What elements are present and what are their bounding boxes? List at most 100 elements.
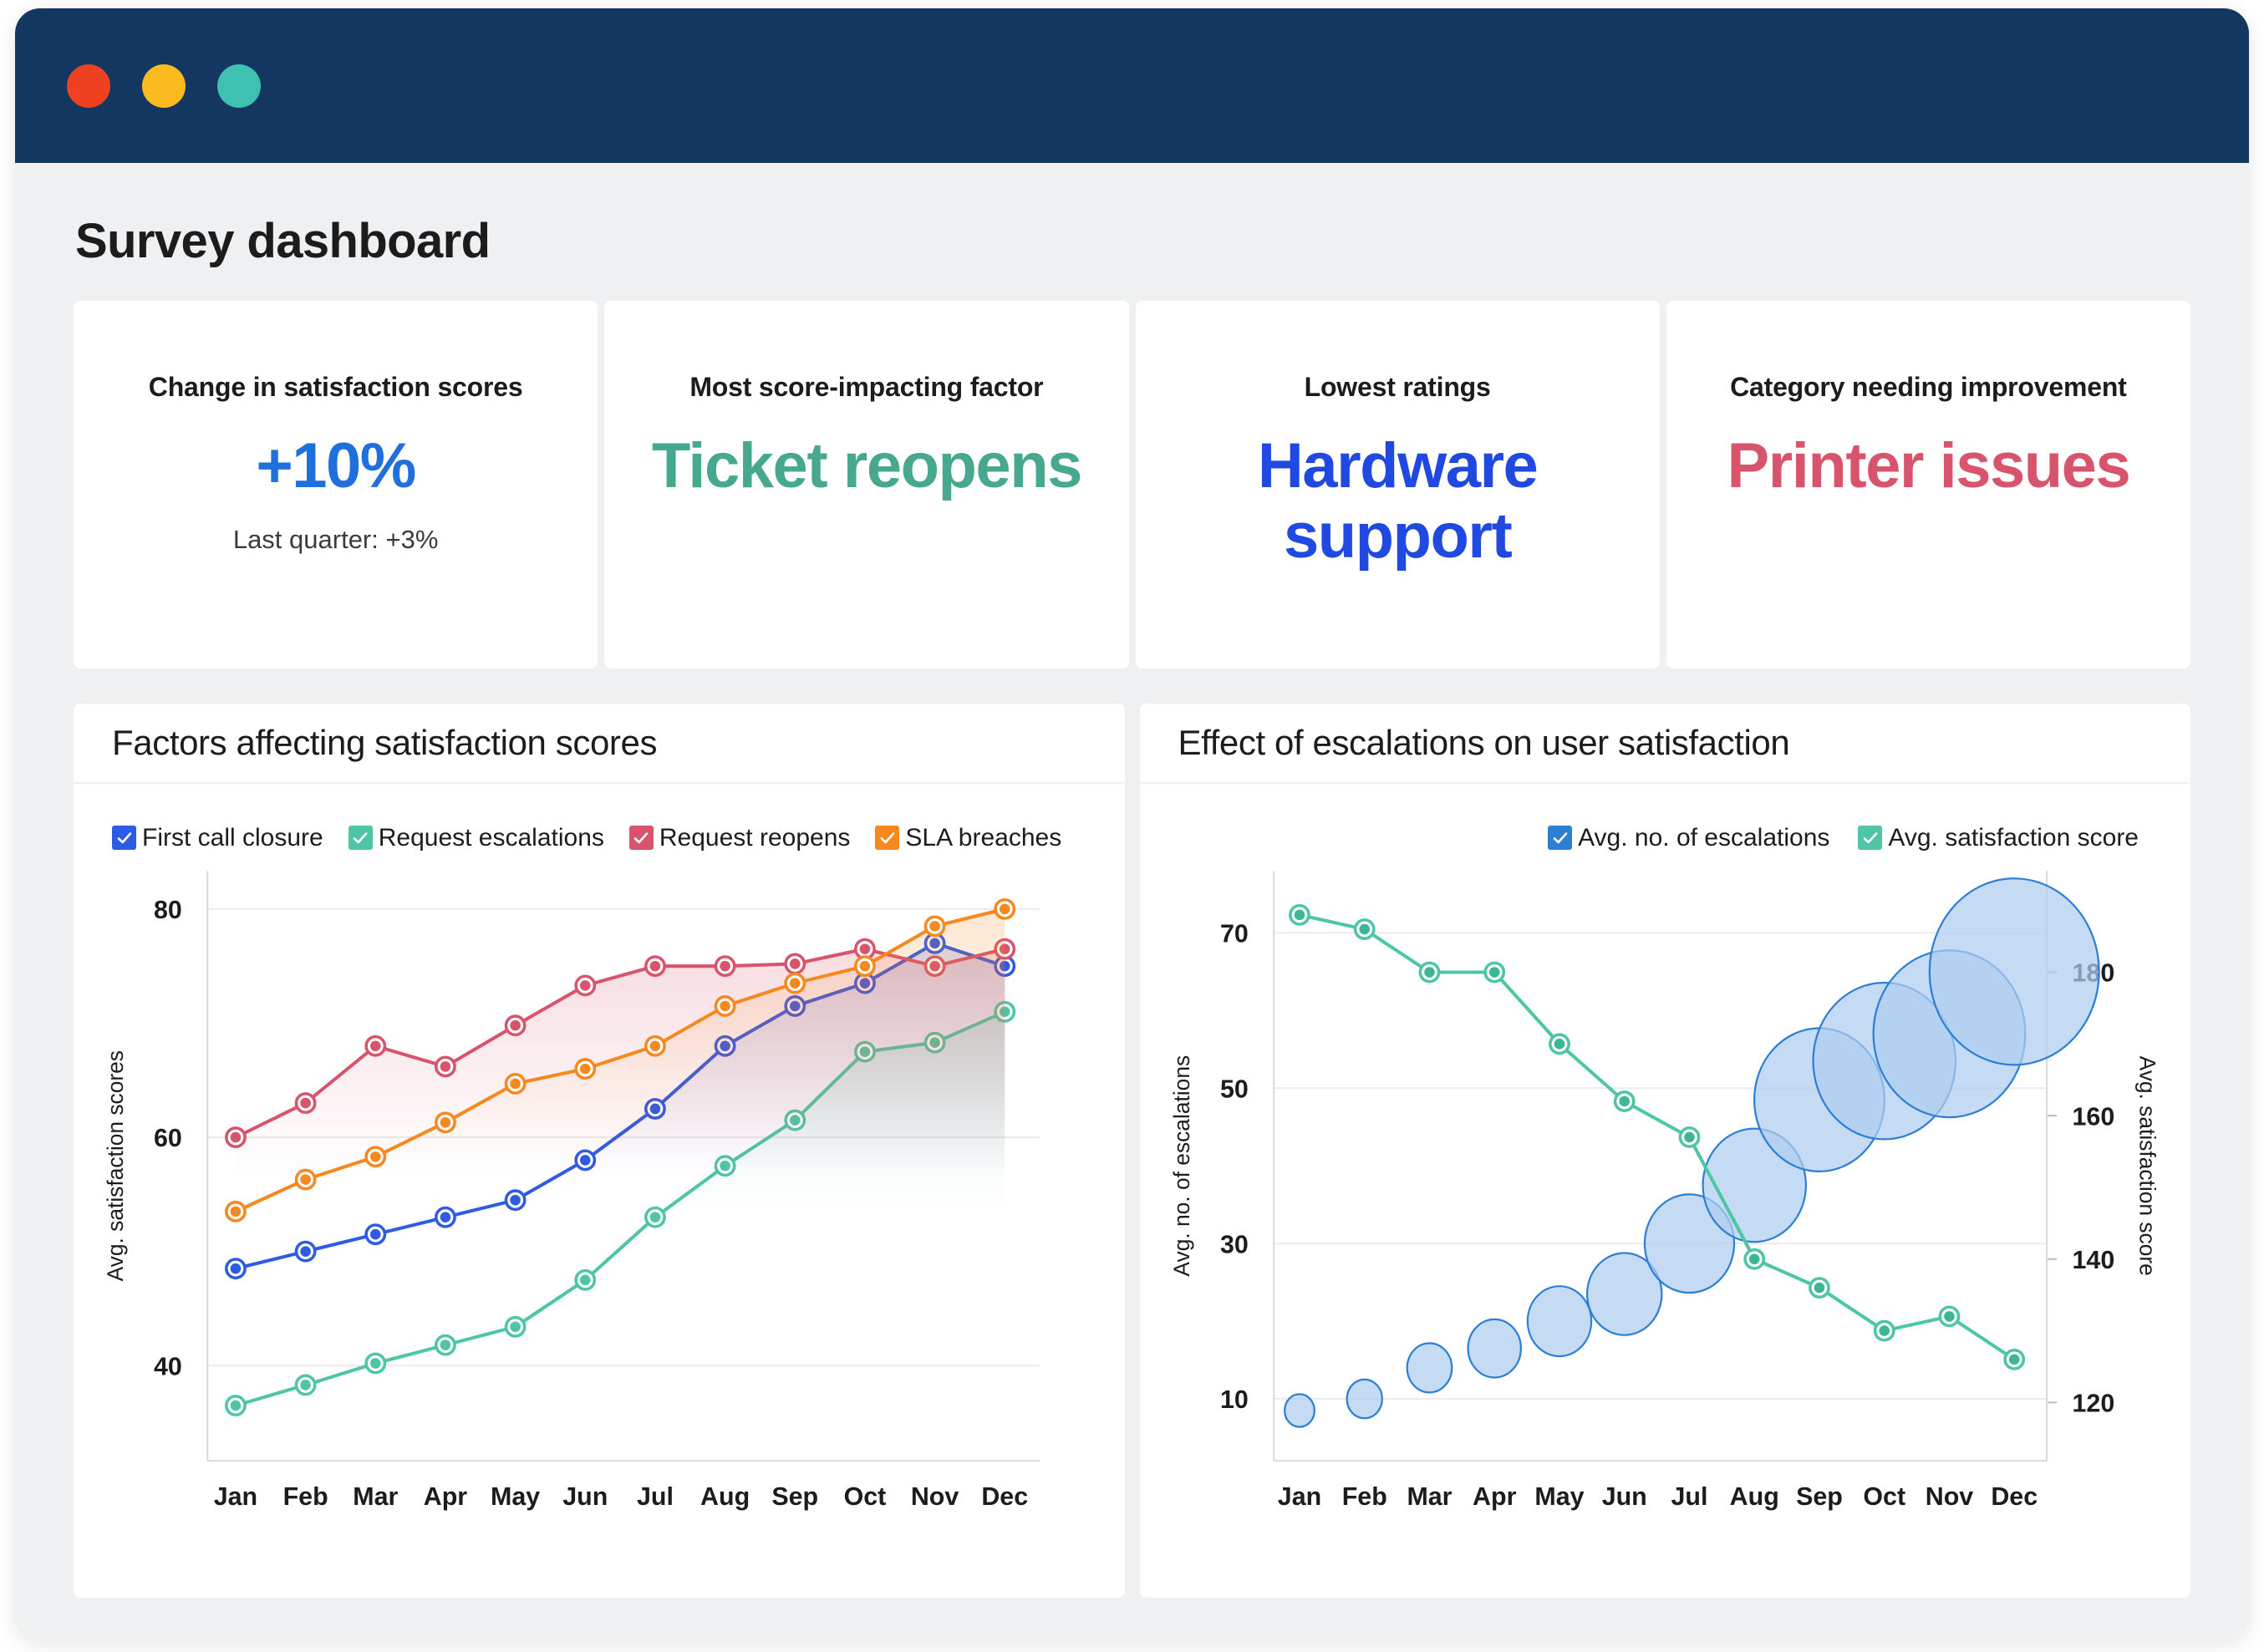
bubble-marker[interactable]	[1346, 1378, 1383, 1420]
x-axis-tick-label: Dec	[1991, 1482, 2038, 1510]
checkbox-checked-icon[interactable]	[1548, 826, 1573, 851]
kpi-card-change-in-satisfaction-scores[interactable]: Change in satisfaction scores +10% Last …	[74, 301, 598, 668]
legend-item-request-reopens[interactable]: Request reopens	[628, 823, 851, 852]
legend-label: First call closure	[142, 823, 323, 851]
bubble-marker[interactable]	[1526, 1284, 1592, 1357]
chart-title: Factors affecting satisfaction scores	[112, 722, 658, 762]
x-axis-tick-label: Sep	[771, 1482, 818, 1510]
legend-label: Request escalations	[378, 823, 604, 851]
checkbox-checked-icon[interactable]	[628, 826, 654, 851]
x-axis-tick-label: Jan	[1277, 1482, 1320, 1510]
close-button[interactable]	[67, 64, 110, 108]
chart-legend-left: First call closure Request escalations Req…	[74, 784, 1125, 852]
kpi-label: Change in satisfaction scores	[148, 372, 523, 402]
line-chart-plot-area: 40 60 80 Avg. satisfaction scores Jan Feb Mar A…	[74, 852, 1125, 1598]
kpi-card-category-needing-improvement[interactable]: Category needing improvement Printer iss…	[1666, 301, 2190, 668]
bubble-marker[interactable]	[1466, 1318, 1522, 1379]
series-line-sla-breaches[interactable]	[233, 907, 1007, 1213]
x-axis-tick-label: Aug	[1729, 1482, 1778, 1510]
y-axis-right-title: Avg. satisfaction score	[2134, 1055, 2160, 1275]
chart-legend-right: Avg. no. of escalations Avg. satisfaction…	[1140, 784, 2191, 852]
x-axis-tick-label: May	[1534, 1482, 1584, 1510]
checkbox-checked-icon[interactable]	[1858, 826, 1883, 851]
series-line-request-reopens[interactable]	[233, 947, 1007, 1139]
checkbox-checked-icon[interactable]	[348, 826, 373, 851]
x-axis-tick-label: Mar	[353, 1482, 398, 1510]
y-axis-right-tick-label: 120	[2072, 1389, 2114, 1417]
data-point-core	[789, 958, 801, 969]
y-axis-left-tick-label: 30	[1219, 1230, 1248, 1258]
data-point-core	[999, 903, 1010, 914]
page-title: Survey dashboard	[75, 214, 491, 268]
y-axis-left-tick-label: 50	[1219, 1075, 1248, 1103]
maximize-button[interactable]	[217, 64, 261, 108]
data-point-core	[720, 960, 730, 972]
data-point-core	[859, 960, 871, 972]
kpi-card-row: Change in satisfaction scores +10% Last …	[74, 301, 2190, 668]
kpi-label: Category needing improvement	[1730, 372, 2127, 402]
chart-header: Effect of escalations on user satisfacti…	[1139, 704, 2190, 784]
data-point-core	[1488, 966, 1500, 978]
data-point-core	[720, 1000, 730, 1011]
kpi-card-lowest-ratings[interactable]: Lowest ratings Hardware support	[1135, 301, 1660, 668]
y-axis-tick-label: 60	[154, 1124, 182, 1152]
data-point-core	[649, 960, 661, 972]
data-point-core	[1943, 1310, 1955, 1322]
data-point-core	[1683, 1131, 1695, 1142]
data-point-core	[440, 1060, 451, 1072]
minimize-button[interactable]	[142, 64, 186, 108]
data-point-core	[2008, 1354, 2020, 1365]
bubble-marker[interactable]	[1283, 1392, 1315, 1428]
legend-item-avg-no-of-escalations[interactable]: Avg. no. of escalations	[1548, 824, 1829, 852]
x-axis-tick-label: Sep	[1796, 1482, 1843, 1510]
chart-header: Factors affecting satisfaction scores	[74, 704, 1125, 784]
data-point-core	[579, 1063, 591, 1074]
data-point-core	[1554, 1038, 1564, 1050]
data-point-core	[300, 1097, 311, 1108]
data-point-core	[300, 1173, 311, 1185]
y-axis-title: Avg. satisfaction scores	[103, 1050, 128, 1281]
legend-label: SLA breaches	[905, 823, 1062, 851]
bubble-chart-plot-area: 10305070120140160180Avg. no. of escalati…	[1140, 852, 2191, 1598]
data-point-core	[230, 1131, 242, 1142]
legend-item-sla-breaches[interactable]: SLA breaches	[875, 824, 1061, 852]
x-axis-tick-label: Apr	[424, 1482, 468, 1510]
legend-item-avg-satisfaction-score[interactable]: Avg. satisfaction score	[1858, 824, 2139, 852]
data-point-core	[579, 979, 591, 991]
data-point-core	[369, 1040, 381, 1051]
legend-label: Avg. no. of escalations	[1578, 823, 1830, 851]
legend-label: Request reopens	[659, 823, 851, 851]
checkbox-checked-icon[interactable]	[875, 826, 900, 851]
data-point-core	[649, 1040, 661, 1051]
data-point-core	[510, 1078, 521, 1089]
x-axis-tick-label: Nov	[911, 1482, 959, 1510]
data-point-core	[1618, 1095, 1630, 1106]
data-point-core	[929, 920, 940, 932]
x-axis-tick-label: Nov	[1925, 1482, 1973, 1510]
bubble-marker[interactable]	[1928, 877, 2100, 1066]
bubble-marker[interactable]	[1585, 1251, 1662, 1336]
data-point-core	[1358, 923, 1370, 934]
chart-card-factors-affecting-satisfaction-scores: Factors affecting satisfaction scores Fi…	[74, 704, 1125, 1598]
data-point-core	[1423, 966, 1435, 978]
kpi-label: Lowest ratings	[1304, 372, 1491, 402]
dashboard-content: Survey dashboard Change in satisfaction …	[15, 213, 2249, 1598]
kpi-card-most-score-impacting-factor[interactable]: Most score-impacting factor Ticket reope…	[604, 301, 1129, 668]
data-point-core	[789, 977, 801, 989]
legend-item-request-escalations[interactable]: Request escalations	[348, 823, 604, 852]
y-axis-tick-label: 80	[154, 896, 182, 924]
x-axis-tick-label: Jun	[562, 1482, 608, 1510]
legend-item-first-call-closure[interactable]: First call closure	[112, 824, 323, 852]
data-point-core	[1294, 909, 1305, 920]
data-point-core	[1748, 1253, 1760, 1264]
series-line-avg-satisfaction-score[interactable]	[1297, 912, 2016, 1361]
checkbox-checked-icon[interactable]	[112, 826, 136, 851]
x-axis-tick-label: Dec	[981, 1482, 1028, 1510]
kpi-label: Most score-impacting factor	[689, 372, 1044, 402]
data-point-core	[1814, 1282, 1824, 1293]
kpi-value: Printer issues	[1727, 430, 2131, 501]
x-axis-tick-label: Aug	[700, 1482, 750, 1510]
window-titlebar	[15, 8, 2249, 163]
x-axis-tick-label: Feb	[1341, 1482, 1386, 1510]
bubble-marker[interactable]	[1406, 1341, 1453, 1394]
